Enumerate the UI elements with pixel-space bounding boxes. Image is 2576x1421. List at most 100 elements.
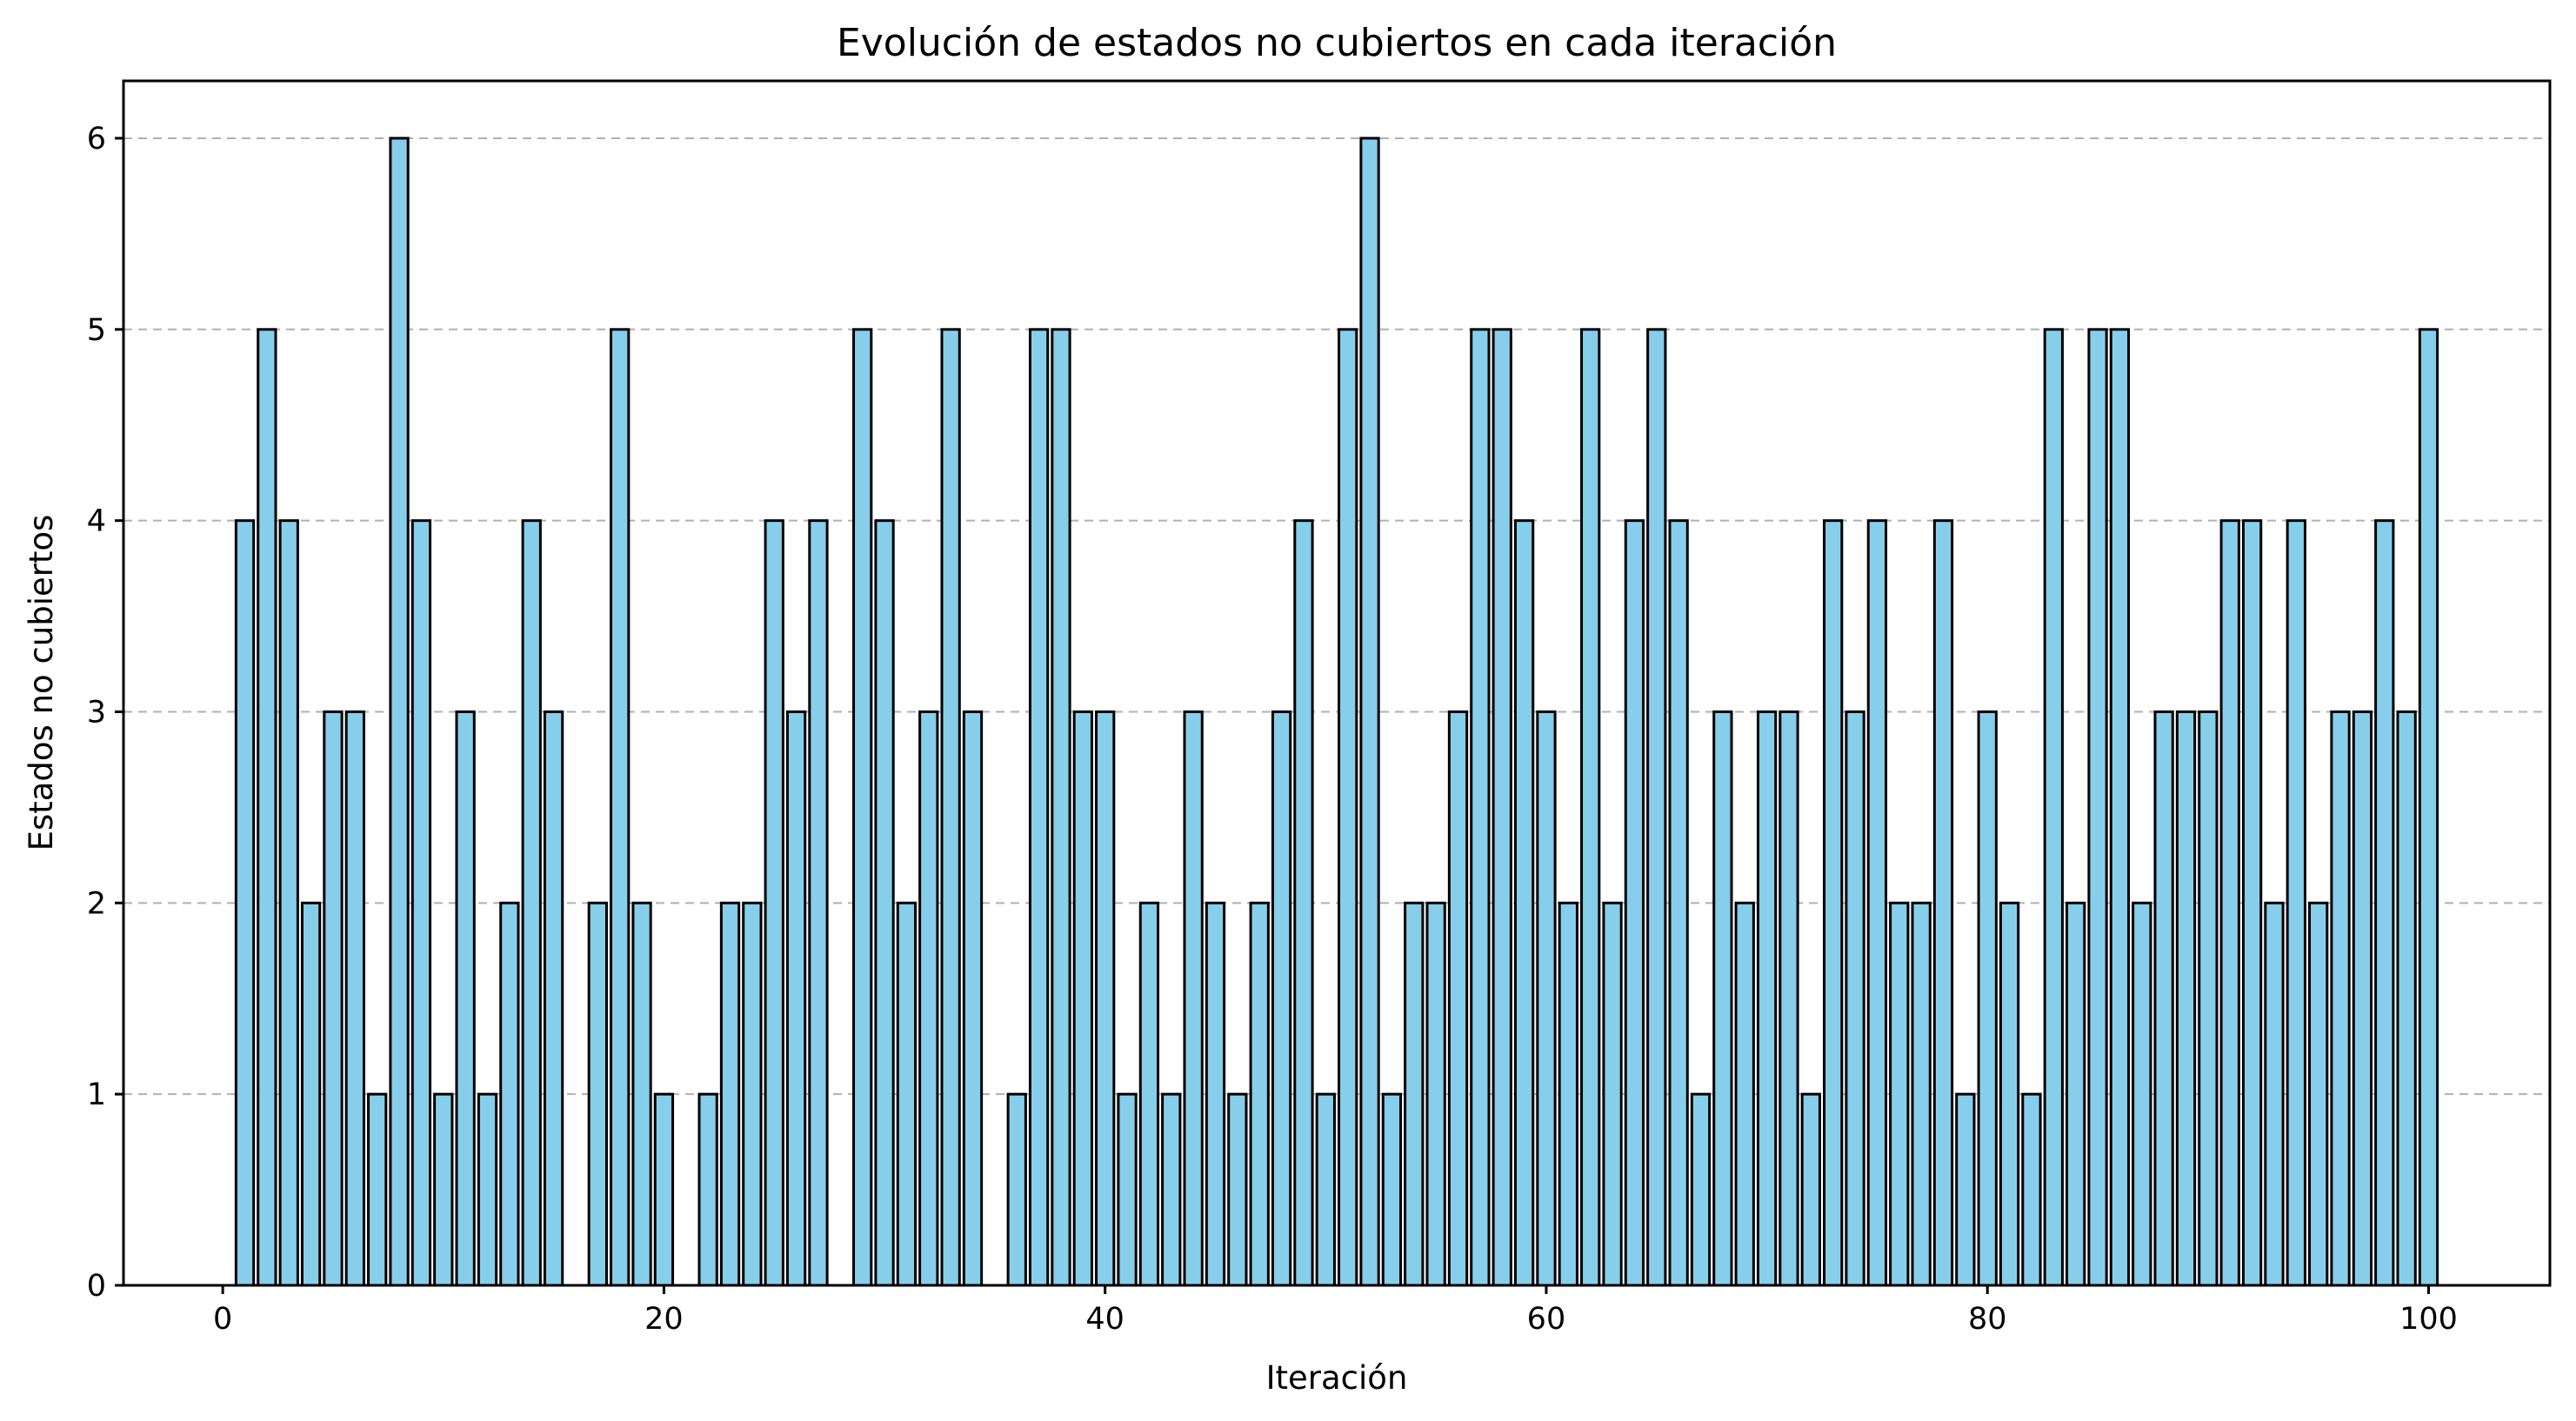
bar-iter-31	[896, 901, 918, 1287]
x-tick-label: 0	[213, 1302, 232, 1337]
bar-iter-47	[1249, 901, 1270, 1287]
x-tick-label: 20	[644, 1302, 684, 1337]
bar-iter-42	[1138, 901, 1160, 1287]
bar-iter-4	[300, 901, 322, 1287]
bar-iter-2	[257, 328, 277, 1287]
bar-iter-87	[2132, 901, 2152, 1287]
bar-iter-90	[2198, 710, 2219, 1287]
bar-iter-19	[631, 901, 652, 1287]
y-tick-label: 3	[87, 695, 106, 730]
bar-iter-58	[1492, 328, 1512, 1287]
bar-iter-69	[1734, 901, 1755, 1287]
bar-iter-78	[1932, 519, 1954, 1287]
bar-iter-98	[2374, 519, 2395, 1287]
bar-iter-3	[278, 519, 299, 1287]
bar-iter-38	[1051, 328, 1071, 1287]
bar-iter-100	[2418, 328, 2439, 1287]
bar-iter-86	[2109, 328, 2131, 1287]
bar-iter-68	[1712, 710, 1733, 1287]
x-tick-label: 40	[1085, 1302, 1124, 1337]
bar-iter-52	[1359, 137, 1380, 1287]
bar-iter-36	[1006, 1092, 1027, 1287]
bar-iter-11	[455, 710, 476, 1287]
bar-iter-40	[1095, 710, 1116, 1287]
y-tick-label: 4	[87, 504, 106, 539]
bar-iter-53	[1381, 1092, 1403, 1287]
bar-iter-12	[477, 1092, 498, 1287]
bar-iter-62	[1580, 328, 1601, 1287]
bar-iter-94	[2286, 519, 2306, 1287]
bar-iter-5	[323, 710, 344, 1287]
y-tick-label: 2	[87, 886, 106, 921]
bar-iter-57	[1470, 328, 1491, 1287]
bar-iter-64	[1624, 519, 1645, 1287]
y-tick-label: 6	[87, 122, 106, 157]
bar-iter-46	[1227, 1092, 1248, 1287]
bar-iter-23	[719, 901, 741, 1287]
bar-iter-51	[1338, 328, 1358, 1287]
bar-iter-39	[1072, 710, 1093, 1287]
bar-iter-33	[940, 328, 961, 1287]
y-tick-label: 5	[87, 313, 106, 348]
y-tick-label: 1	[87, 1077, 106, 1112]
bar-iter-18	[610, 328, 631, 1287]
bar-iter-73	[1823, 519, 1844, 1287]
bar-iter-79	[1955, 1092, 1976, 1287]
bar-iter-44	[1183, 710, 1204, 1287]
bar-iter-25	[764, 519, 784, 1287]
x-axis-label: Iteración	[1266, 1359, 1408, 1397]
bar-iter-7	[367, 1092, 388, 1287]
bar-iter-93	[2264, 901, 2285, 1287]
bar-iter-74	[1845, 710, 1865, 1287]
bar-iter-26	[785, 710, 807, 1287]
bar-iter-71	[1779, 710, 1799, 1287]
x-tick-label: 60	[1527, 1302, 1566, 1337]
bar-iter-37	[1028, 328, 1050, 1287]
bar-iter-95	[2308, 901, 2329, 1287]
plot-frame	[122, 79, 2552, 1287]
bar-iter-14	[521, 519, 542, 1287]
bar-iter-96	[2330, 710, 2351, 1287]
bar-iter-6	[344, 710, 365, 1287]
bar-iter-91	[2219, 519, 2240, 1287]
bar-iter-29	[852, 328, 873, 1287]
x-tick-label: 100	[2399, 1302, 2458, 1337]
bar-iter-60	[1536, 710, 1557, 1287]
bar-iter-59	[1513, 519, 1535, 1287]
chart-title: Evolución de estados no cubiertos en cad…	[837, 21, 1837, 65]
bar-iter-66	[1668, 519, 1689, 1287]
bar-iter-9	[410, 519, 432, 1287]
bar-iter-56	[1447, 710, 1469, 1287]
bar-iter-43	[1161, 1092, 1182, 1287]
bar-iter-48	[1271, 710, 1292, 1287]
bar-iter-50	[1315, 1092, 1336, 1287]
bar-iter-24	[742, 901, 763, 1287]
y-axis-label: Estados no cubiertos	[23, 515, 60, 851]
bar-iter-30	[874, 519, 895, 1287]
bar-iter-49	[1293, 519, 1314, 1287]
bar-iter-63	[1602, 901, 1623, 1287]
bar-iter-80	[1977, 710, 1998, 1287]
bar-iter-85	[2087, 328, 2108, 1287]
bar-iter-22	[697, 1092, 718, 1287]
bar-iter-89	[2175, 710, 2197, 1287]
bar-iter-54	[1404, 901, 1425, 1287]
bar-iter-55	[1425, 901, 1446, 1287]
bar-iter-72	[1800, 1092, 1821, 1287]
bar-iter-20	[653, 1092, 675, 1287]
bar-iter-34	[962, 710, 984, 1287]
bar-iter-81	[1999, 901, 2020, 1287]
bar-iter-88	[2153, 710, 2174, 1287]
bar-iter-32	[918, 710, 939, 1287]
bar-iter-61	[1558, 901, 1578, 1287]
bar-iter-83	[2043, 328, 2064, 1287]
bar-iter-1	[234, 519, 256, 1287]
bar-iter-67	[1690, 1092, 1712, 1287]
bar-iter-70	[1756, 710, 1778, 1287]
bar-iter-15	[543, 710, 564, 1287]
bar-iter-17	[587, 901, 608, 1287]
bar-iter-82	[2021, 1092, 2042, 1287]
